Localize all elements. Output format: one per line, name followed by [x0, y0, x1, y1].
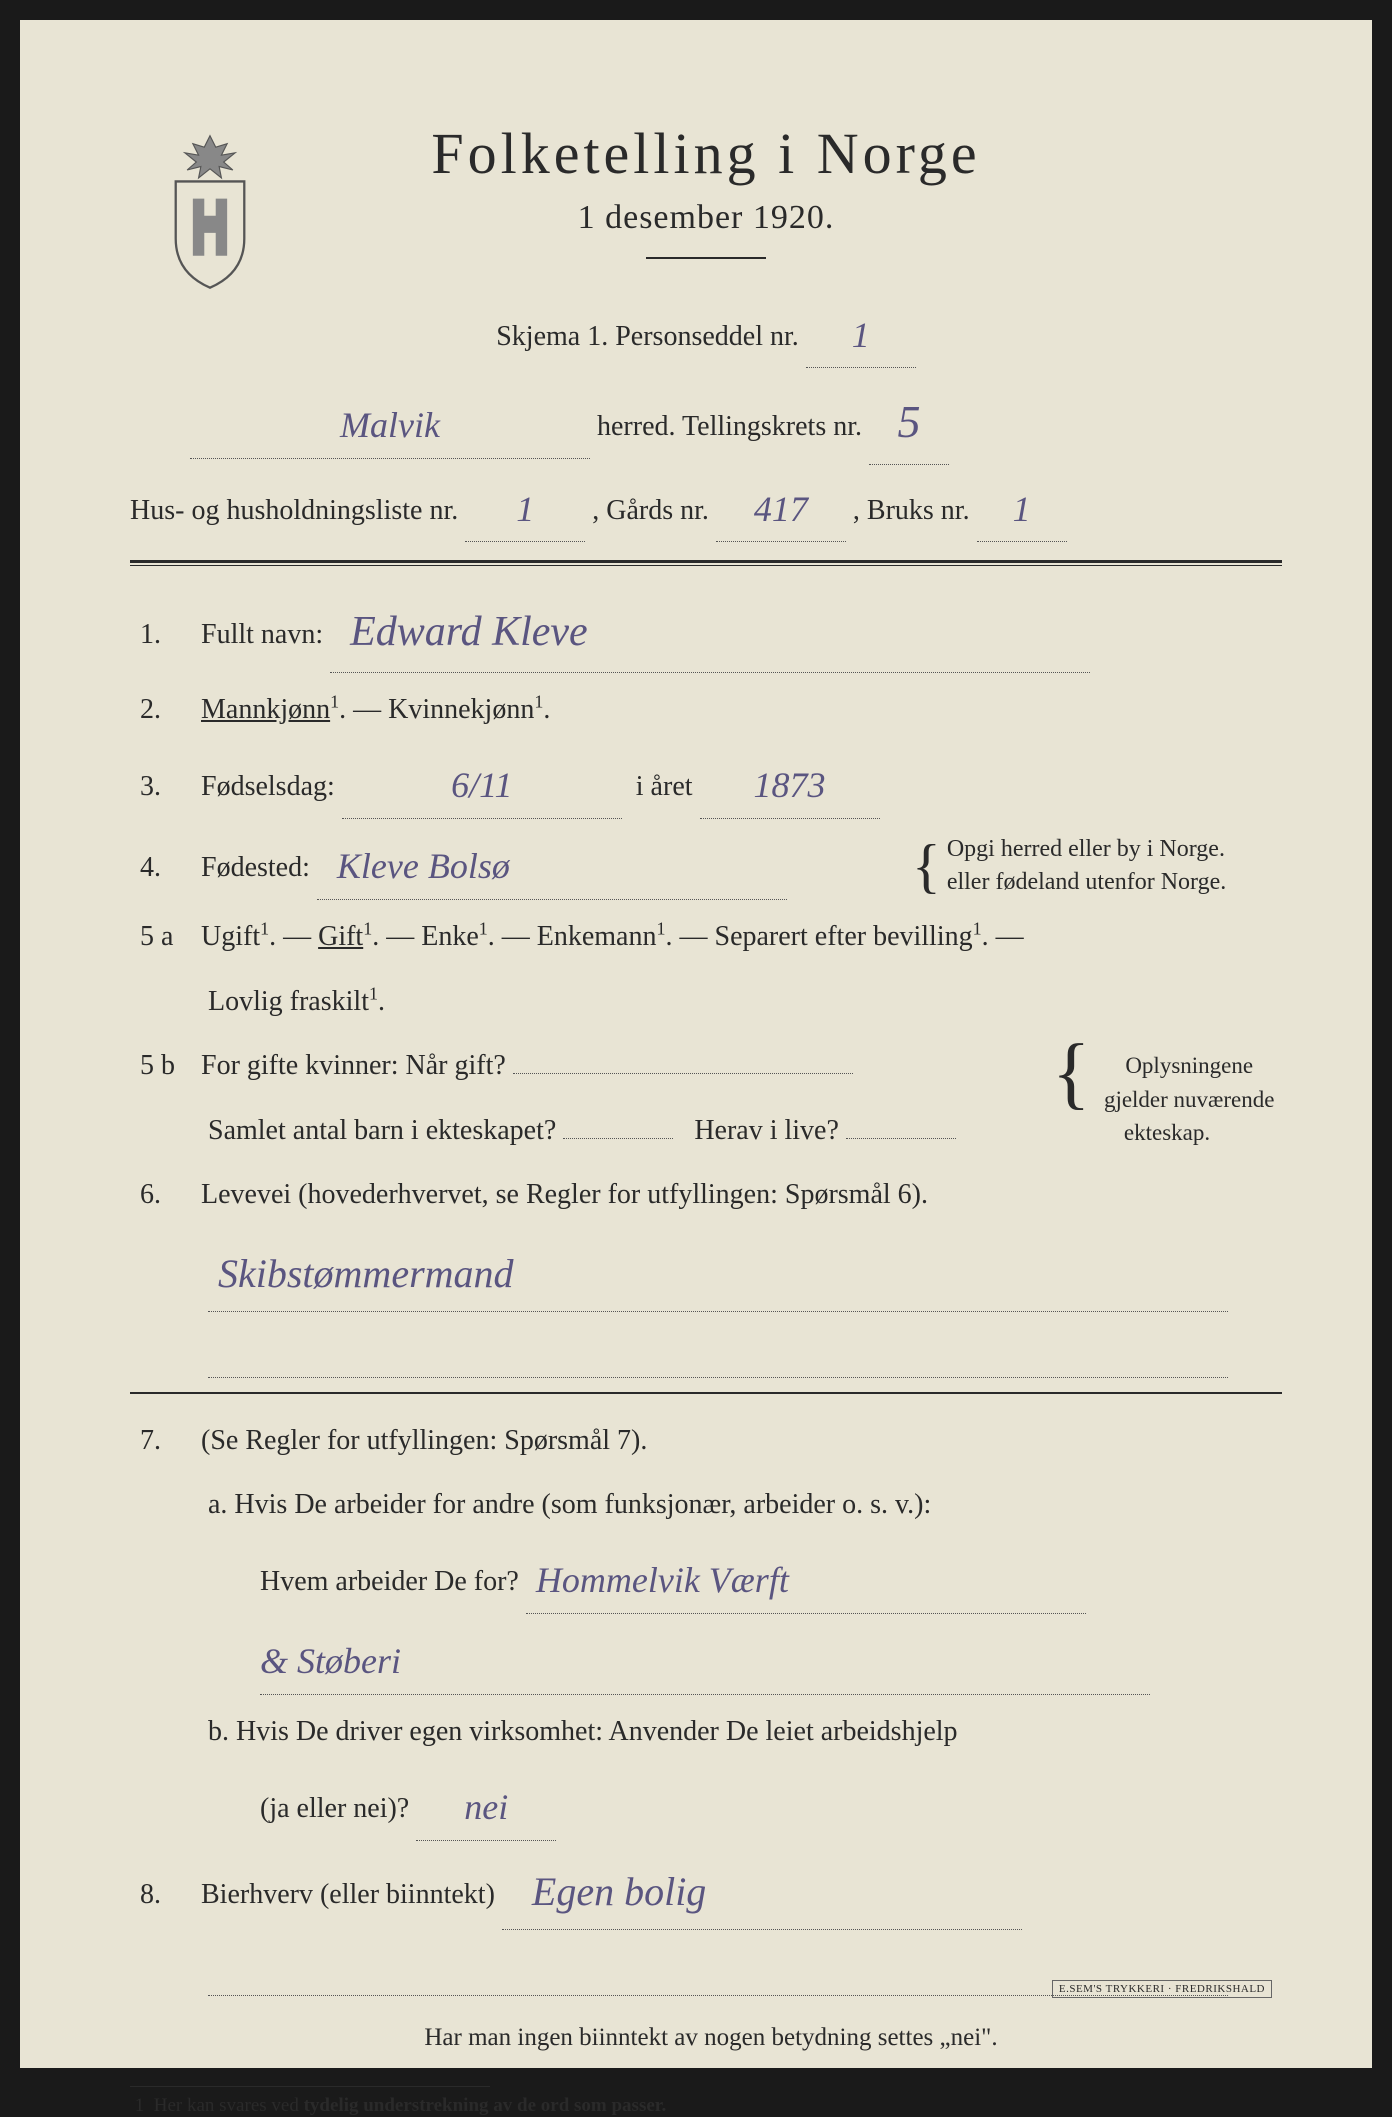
q8-row: 8. Bierhverv (eller biinntekt) Egen boli… — [130, 1851, 1282, 1930]
hus-label: Hus- og husholdningsliste nr. — [130, 495, 458, 526]
q5a-row: 5 a Ugift1. — Gift1. — Enke1. — Enkemann… — [130, 910, 1282, 965]
q5b-label2: Samlet antal barn i ekteskapet? — [208, 1115, 556, 1146]
coat-of-arms-icon — [150, 130, 270, 290]
q5a-row2: Lovlig fraskilt1. — [130, 975, 1282, 1030]
q4-num: 4. — [140, 841, 194, 896]
q5b-row: 5 b For gifte kvinner: Når gift? { Oplys… — [130, 1039, 1282, 1094]
q1-num: 1. — [140, 608, 194, 663]
q6-num: 6. — [140, 1168, 194, 1223]
q5b-num: 5 b — [140, 1039, 194, 1094]
q7a-row3: & Støberi — [130, 1624, 1282, 1695]
q5b-note2: gjelder nuværende — [1104, 1087, 1275, 1112]
tellingskrets-value: 5 — [898, 396, 921, 447]
q2-num: 2. — [140, 683, 194, 738]
herred-row: Malvik herred. Tellingskrets nr. 5 — [130, 376, 1282, 464]
q8-num: 8. — [140, 1868, 194, 1923]
q4-label: Fødested: — [201, 852, 310, 883]
bruks-label: , Bruks nr. — [853, 495, 970, 526]
q3-label-b: i året — [636, 771, 693, 802]
q7a-row2: Hvem arbeider De for? Hommelvik Værft — [130, 1543, 1282, 1614]
q6-value: Skibstømmermand — [218, 1251, 514, 1296]
q7b-row2: (ja eller nei)? nei — [130, 1770, 1282, 1841]
q2-kvinne: Kvinnekjønn — [388, 694, 534, 725]
q1-value: Edward Kleve — [350, 609, 588, 655]
q8-label: Bierhverv (eller biinntekt) — [201, 1879, 495, 1910]
q2-mann: Mannkjønn — [201, 694, 330, 725]
census-form-page: Folketelling i Norge 1 desember 1920. Sk… — [20, 20, 1372, 2068]
form-header: Folketelling i Norge 1 desember 1920. — [130, 120, 1282, 259]
q4-note: { Opgi herred eller by i Norge. eller fø… — [912, 833, 1282, 900]
herred-value: Malvik — [340, 405, 440, 445]
skjema-label: Skjema 1. Personseddel nr. — [496, 321, 799, 352]
herred-label: herred. Tellingskrets nr. — [597, 411, 862, 442]
q7-label: (Se Regler for utfyllingen: Spørsmål 7). — [201, 1425, 647, 1456]
q5b-note: { Oplysningene gjelder nuværende ekteska… — [1052, 1049, 1282, 1149]
footer-note: Har man ingen biinntekt av nogen betydni… — [130, 2014, 1282, 2063]
footnote-text: 1 Her kan svares ved tydelig understrekn… — [130, 2095, 666, 2116]
form-title: Folketelling i Norge — [130, 120, 1282, 187]
q6-value-row: Skibstømmermand — [130, 1233, 1282, 1312]
q7a-value: Hommelvik Værft — [536, 1560, 789, 1600]
gards-label: , Gårds nr. — [592, 495, 709, 526]
q3-num: 3. — [140, 760, 194, 815]
q7a-value2: & Støberi — [260, 1641, 401, 1681]
q3-label-a: Fødselsdag: — [201, 771, 335, 802]
q3-value-a: 6/11 — [451, 765, 512, 805]
title-divider — [646, 257, 766, 259]
q7a-label: a. Hvis De arbeider for andre (som funks… — [208, 1489, 931, 1520]
q7b-row: b. Hvis De driver egen virksomhet: Anven… — [130, 1705, 1282, 1760]
q2-row: 2. Mannkjønn1. — Kvinnekjønn1. — [130, 683, 1282, 738]
q5a-num: 5 a — [140, 910, 194, 965]
hus-row: Hus- og husholdningsliste nr. 1 , Gårds … — [130, 473, 1282, 542]
skjema-nr-value: 1 — [852, 315, 870, 355]
q4-row: 4. Fødested: Kleve Bolsø { Opgi herred e… — [130, 829, 1282, 900]
q5b-note3: ekteskap. — [1124, 1120, 1210, 1145]
q7b-label2: (ja eller nei)? — [260, 1793, 409, 1824]
q7b-value: nei — [464, 1787, 508, 1827]
q4-note1: Opgi herred eller by i Norge. — [947, 836, 1225, 862]
q8-value: Egen bolig — [532, 1869, 706, 1914]
q3-row: 3. Fødselsdag: 6/11 i året 1873 — [130, 748, 1282, 819]
q5b-label1: For gifte kvinner: Når gift? — [201, 1050, 506, 1081]
form-subtitle: 1 desember 1920. — [130, 199, 1282, 237]
bruks-nr-value: 1 — [1013, 489, 1031, 529]
q4-note2: eller fødeland utenfor Norge. — [947, 869, 1226, 895]
gards-nr-value: 417 — [754, 489, 808, 529]
footnote-block: 1 Her kan svares ved tydelig understrekn… — [130, 2086, 1282, 2117]
q6-row: 6. Levevei (hovederhvervet, se Regler fo… — [130, 1168, 1282, 1223]
q7b-label: b. Hvis De driver egen virksomhet: Anven… — [208, 1716, 958, 1747]
q7a-row: a. Hvis De arbeider for andre (som funks… — [130, 1478, 1282, 1533]
q5b-label3: Herav i live? — [694, 1115, 839, 1146]
mid-divider — [130, 1392, 1282, 1394]
hus-nr-value: 1 — [516, 489, 534, 529]
printer-stamp: E.SEM'S TRYKKERI · FREDRIKSHALD — [1052, 1980, 1272, 1998]
q4-value: Kleve Bolsø — [337, 846, 510, 886]
q7a-label2: Hvem arbeider De for? — [260, 1566, 519, 1597]
q6-label: Levevei (hovederhvervet, se Regler for u… — [201, 1179, 928, 1210]
q1-label: Fullt navn: — [201, 619, 323, 650]
q7-row: 7. (Se Regler for utfyllingen: Spørsmål … — [130, 1414, 1282, 1469]
q5a-options2: Lovlig fraskilt1. — [208, 986, 385, 1017]
q6-blank-row — [130, 1322, 1282, 1378]
q7-num: 7. — [140, 1414, 194, 1469]
q5a-options: Ugift1. — Gift1. — Enke1. — Enkemann1. —… — [201, 921, 1024, 952]
section-divider — [130, 560, 1282, 566]
skjema-row: Skjema 1. Personseddel nr. 1 — [130, 299, 1282, 368]
q3-value-b: 1873 — [754, 765, 826, 805]
q1-row: 1. Fullt navn: Edward Kleve — [130, 590, 1282, 673]
q5b-note1: Oplysningene — [1125, 1053, 1253, 1078]
